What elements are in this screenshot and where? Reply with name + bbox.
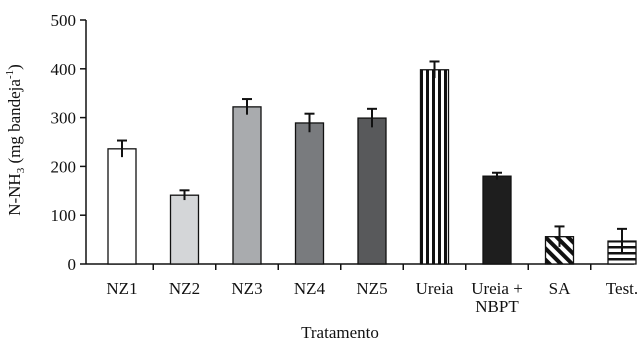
- bar-ureia-nbpt: [483, 176, 511, 264]
- y-tick-label: 500: [51, 11, 77, 30]
- category-label: Test.: [606, 279, 638, 298]
- x-axis-title: Tratamento: [301, 323, 379, 342]
- category-label: NZ3: [231, 279, 262, 298]
- bar-nz1: [108, 149, 136, 264]
- bar-nz5: [358, 118, 386, 264]
- y-axis-title-middle: (mg bandeja: [5, 79, 24, 168]
- category-label: NZ4: [294, 279, 326, 298]
- bar-nz2: [171, 195, 199, 264]
- y-tick-label: 400: [51, 60, 77, 79]
- category-label: Ureia: [416, 279, 454, 298]
- y-tick-label: 0: [68, 255, 77, 274]
- category-label: Ureia +NBPT: [471, 279, 523, 316]
- bar-nz3: [233, 107, 261, 264]
- y-tick-label: 200: [51, 157, 77, 176]
- bar-nz4: [296, 123, 324, 264]
- y-axis-title-main: N-NH: [5, 173, 24, 216]
- y-tick-label: 100: [51, 206, 77, 225]
- category-label: NZ1: [106, 279, 137, 298]
- y-axis-title: N-NH3 (mg bandeja-1): [4, 64, 27, 216]
- y-tick-label: 300: [51, 109, 77, 128]
- axes: 0 100 200 300 400 500: [51, 11, 641, 274]
- category-label: NZ2: [169, 279, 200, 298]
- category-label: NZ5: [356, 279, 387, 298]
- bar-ureia: [421, 70, 449, 264]
- y-axis-title-end: ): [5, 64, 24, 70]
- category-label: SA: [549, 279, 571, 298]
- y-axis-title-superscript: -1: [4, 70, 16, 79]
- category-labels: NZ1 NZ2 NZ3 NZ4 NZ5 Ureia Ureia +NBPT SA Test.: [106, 279, 638, 316]
- bars: [108, 61, 636, 264]
